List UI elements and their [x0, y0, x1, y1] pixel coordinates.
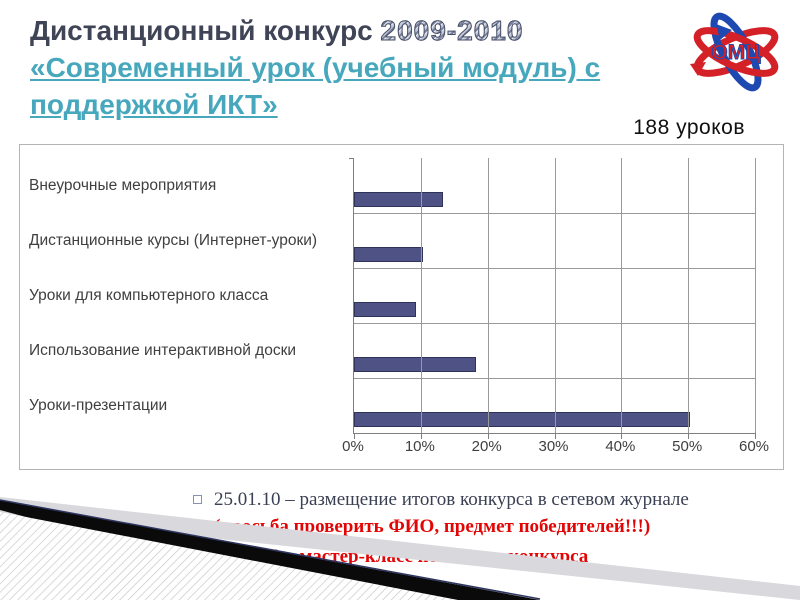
gridline-vertical — [621, 158, 623, 433]
gridline-vertical — [487, 158, 489, 433]
title-text: Дистанционный конкурс — [30, 15, 381, 46]
gridline-vertical — [755, 158, 756, 433]
x-axis-tick-label: 20% — [471, 438, 502, 455]
x-axis-tick — [354, 433, 355, 439]
gridline-vertical — [688, 158, 690, 433]
chart-bar — [354, 192, 443, 207]
bullet-item-2: 10.02.10 – мастер-класс по итогам конкур… — [193, 543, 789, 570]
x-axis-tick — [755, 433, 756, 439]
x-axis-labels: 0% 10% 20% 30% 40% 50% 60% — [342, 438, 769, 458]
plot-area — [349, 158, 756, 439]
chart-bar — [354, 247, 423, 262]
x-axis-tick — [688, 433, 690, 439]
title-link-line2[interactable]: «Современный урок (учебный модуль) с — [30, 52, 601, 83]
title-year: 2009-2010 — [380, 15, 524, 47]
bullet-1-line-2: (просьба проверить ФИО, предмет победите… — [214, 516, 651, 537]
chart-bar — [354, 357, 477, 372]
gridline-vertical — [554, 158, 556, 433]
bullet-item-1: 25.01.10 – размещение итогов конкурса в … — [193, 486, 789, 540]
x-axis-tick — [554, 433, 556, 439]
x-axis-tick-label: 40% — [605, 438, 636, 455]
x-axis-tick-label: 10% — [404, 438, 435, 455]
x-axis-tick-label: 60% — [738, 438, 770, 455]
bullet-square-icon — [193, 495, 202, 504]
footer-bullets: 25.01.10 – размещение итогов конкурса в … — [193, 486, 789, 573]
x-axis-tick-label: 30% — [538, 438, 569, 455]
bullet-1-line-1: 25.01.10 – размещение итогов конкурса в … — [214, 489, 689, 510]
x-axis-tick-label: 50% — [672, 438, 703, 455]
category-label: Уроки-презентации — [29, 396, 168, 414]
bullet-square-icon — [193, 552, 202, 561]
omc-logo-icon: ОМЦ — [690, 12, 779, 92]
x-axis-tick-label: 0% — [342, 438, 364, 455]
category-label: Дистанционные курсы (Интернет-уроки) — [29, 231, 318, 249]
bar-chart: Внеурочные мероприятия Дистанционные курс… — [19, 144, 784, 470]
title-link-line3[interactable]: поддержкой ИКТ» — [30, 89, 278, 120]
category-label: Уроки для компьютерного класса — [29, 286, 269, 304]
chart-bar — [354, 302, 417, 317]
chart-bar — [354, 412, 691, 427]
lessons-count-label: 188 уроков — [633, 116, 745, 139]
slide-title: Дистанционный конкурс 2009-2010 «Совреме… — [30, 12, 690, 123]
category-label: Внеурочные мероприятия — [29, 176, 217, 194]
category-labels: Внеурочные мероприятия Дистанционные курс… — [29, 158, 351, 433]
bullet-2-line-1: 10.02.10 – мастер-класс по итогам конкур… — [214, 546, 589, 567]
x-axis-tick — [487, 433, 489, 439]
category-label: Использование интерактивной доски — [29, 341, 297, 359]
x-axis-tick — [621, 433, 623, 439]
x-axis-tick — [420, 433, 422, 439]
gridline-vertical — [420, 158, 422, 433]
omc-logo-text: ОМЦ — [711, 41, 761, 64]
